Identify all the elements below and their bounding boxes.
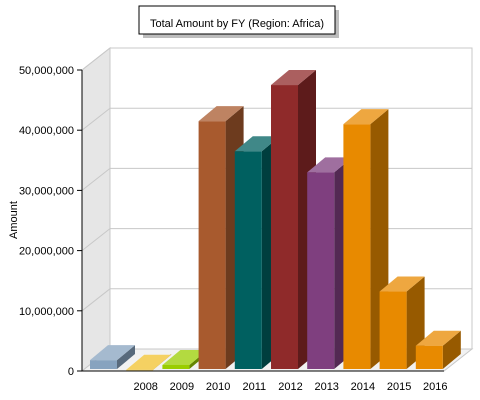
bar-top — [198, 106, 244, 122]
bar — [234, 151, 262, 369]
bar — [379, 291, 407, 369]
y-tick-label: 30,000,000 — [19, 185, 74, 197]
plot-area: 0 10,000,000 20,000,000 30,000,000 40,000,00… — [19, 46, 474, 393]
left-wall — [81, 46, 111, 373]
x-tick-label: 2011 — [242, 381, 266, 393]
bar — [198, 121, 226, 369]
bar — [343, 124, 371, 370]
chart-title: Total Amount by FY (Region: Africa) — [150, 18, 324, 30]
x-tick-label: 2008 — [133, 381, 157, 393]
x-tick-label: 2016 — [423, 381, 447, 393]
bar — [162, 364, 190, 369]
bar-top — [162, 349, 208, 365]
bar — [90, 360, 117, 369]
y-tick-label: 0 — [68, 366, 74, 378]
bar-top — [126, 354, 172, 370]
gridline — [81, 47, 472, 71]
x-tick-label: 2012 — [278, 381, 302, 393]
x-tick-label: 2014 — [351, 381, 375, 393]
bar-side — [117, 345, 135, 369]
bar — [415, 345, 443, 369]
y-tick-label: 40,000,000 — [19, 125, 74, 137]
bar-top — [271, 70, 316, 86]
bar — [307, 172, 335, 369]
y-tick-label: 20,000,000 — [19, 246, 74, 258]
y-tick-label: 10,000,000 — [19, 306, 74, 318]
bar-side — [442, 330, 461, 369]
bar-top — [415, 330, 461, 346]
x-tick-label: 2015 — [387, 381, 411, 393]
x-tick-label: 2009 — [170, 381, 194, 393]
x-tick-label: 2010 — [206, 381, 230, 393]
y-tick-label: 50,000,000 — [19, 65, 74, 77]
bar-top — [379, 276, 425, 292]
title-box: Total Amount by FY (Region: Africa) — [138, 5, 339, 38]
bar — [271, 85, 298, 370]
bar-top — [90, 345, 135, 361]
bar-top — [343, 109, 389, 125]
y-axis-title: Amount — [8, 201, 20, 239]
bar-top — [307, 157, 353, 173]
bar — [126, 369, 154, 371]
bar-top — [234, 136, 280, 152]
gridline — [81, 107, 472, 131]
x-tick-label: 2013 — [314, 381, 338, 393]
